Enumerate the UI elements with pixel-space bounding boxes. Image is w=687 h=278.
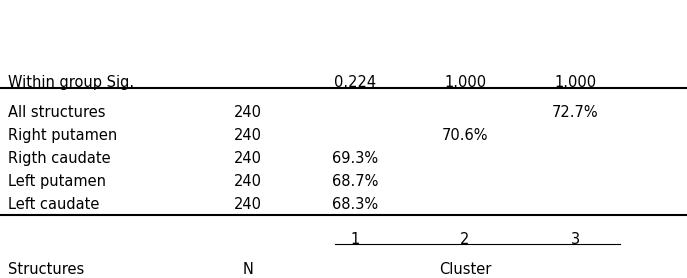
Text: 240: 240 xyxy=(234,128,262,143)
Text: 1: 1 xyxy=(350,232,359,247)
Text: 3: 3 xyxy=(570,232,580,247)
Text: 2: 2 xyxy=(460,232,470,247)
Text: All structures: All structures xyxy=(8,105,106,120)
Text: 240: 240 xyxy=(234,197,262,212)
Text: 68.7%: 68.7% xyxy=(332,174,378,189)
Text: 240: 240 xyxy=(234,174,262,189)
Text: Right putamen: Right putamen xyxy=(8,128,117,143)
Text: 69.3%: 69.3% xyxy=(332,151,378,166)
Text: 70.6%: 70.6% xyxy=(442,128,488,143)
Text: 68.3%: 68.3% xyxy=(332,197,378,212)
Text: 1.000: 1.000 xyxy=(444,75,486,90)
Text: 0.224: 0.224 xyxy=(334,75,376,90)
Text: Structures: Structures xyxy=(8,262,85,277)
Text: Cluster: Cluster xyxy=(439,262,491,277)
Text: Within group Sig.: Within group Sig. xyxy=(8,75,134,90)
Text: 240: 240 xyxy=(234,151,262,166)
Text: Rigth caudate: Rigth caudate xyxy=(8,151,111,166)
Text: N: N xyxy=(243,262,254,277)
Text: Left putamen: Left putamen xyxy=(8,174,106,189)
Text: 72.7%: 72.7% xyxy=(552,105,598,120)
Text: 1.000: 1.000 xyxy=(554,75,596,90)
Text: Left caudate: Left caudate xyxy=(8,197,100,212)
Text: 240: 240 xyxy=(234,105,262,120)
